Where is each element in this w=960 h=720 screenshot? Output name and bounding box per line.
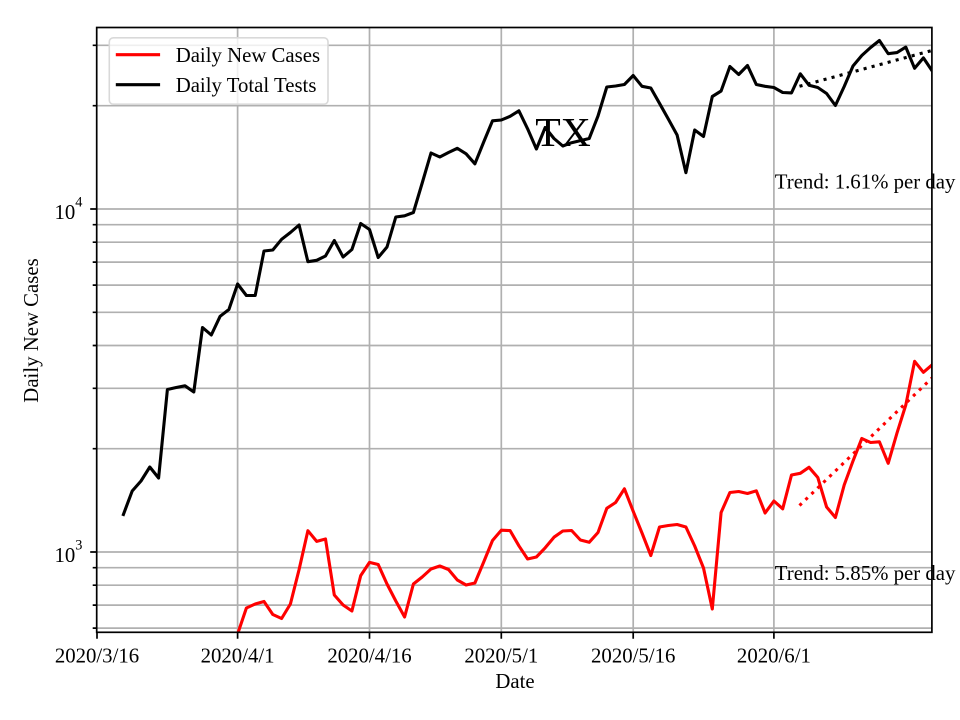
svg-text:2020/6/1: 2020/6/1 bbox=[737, 645, 811, 668]
svg-text:Trend: 1.61% per day: Trend: 1.61% per day bbox=[775, 170, 956, 193]
svg-text:Daily New Cases: Daily New Cases bbox=[20, 258, 43, 402]
svg-text:2020/4/1: 2020/4/1 bbox=[201, 645, 275, 668]
svg-text:Trend: 5.85% per day: Trend: 5.85% per day bbox=[775, 562, 956, 585]
svg-text:2020/3/16: 2020/3/16 bbox=[55, 645, 139, 668]
svg-text:2020/5/16: 2020/5/16 bbox=[591, 645, 675, 668]
svg-text:2020/5/1: 2020/5/1 bbox=[464, 645, 538, 668]
svg-text:Daily Total Tests: Daily Total Tests bbox=[176, 74, 317, 97]
svg-text:Date: Date bbox=[495, 670, 534, 693]
svg-text:2020/4/16: 2020/4/16 bbox=[327, 645, 411, 668]
svg-text:Daily New Cases: Daily New Cases bbox=[176, 44, 320, 67]
svg-text:TX: TX bbox=[535, 110, 591, 156]
